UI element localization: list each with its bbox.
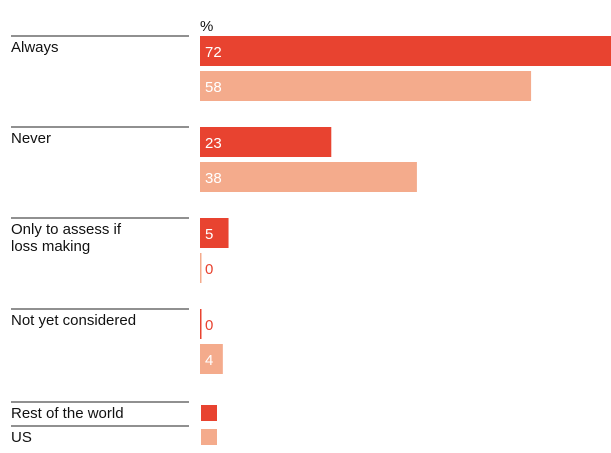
- bar: [200, 344, 223, 374]
- bar: [200, 253, 202, 283]
- data-label: 0: [205, 317, 213, 334]
- bar: [200, 218, 229, 248]
- legend-swatch: [201, 405, 217, 421]
- data-label: 58: [205, 79, 222, 96]
- legend-swatch: [201, 429, 217, 445]
- legend-label: US: [11, 429, 32, 446]
- category-label: Always: [11, 39, 59, 56]
- legend: Rest of the world US: [11, 401, 217, 446]
- category-label: Never: [11, 130, 51, 147]
- unit-label: %: [200, 18, 213, 35]
- data-label: 5: [205, 226, 213, 243]
- data-label: 4: [205, 352, 213, 369]
- bar: [200, 127, 332, 157]
- legend-label: Rest of the world: [11, 405, 124, 422]
- data-label: 72: [205, 44, 222, 61]
- bar: [200, 36, 611, 66]
- plot-area: Always 72 58 Never 23 38 Only to assess if loss…: [11, 35, 611, 374]
- bar: [200, 162, 417, 192]
- data-label: 23: [205, 135, 222, 152]
- bar: [200, 309, 202, 339]
- data-label: 0: [205, 261, 213, 278]
- bar: [200, 71, 532, 101]
- category-label: Only to assess if loss making: [11, 221, 122, 255]
- data-label: 38: [205, 170, 222, 187]
- category-label: Not yet considered: [11, 312, 136, 329]
